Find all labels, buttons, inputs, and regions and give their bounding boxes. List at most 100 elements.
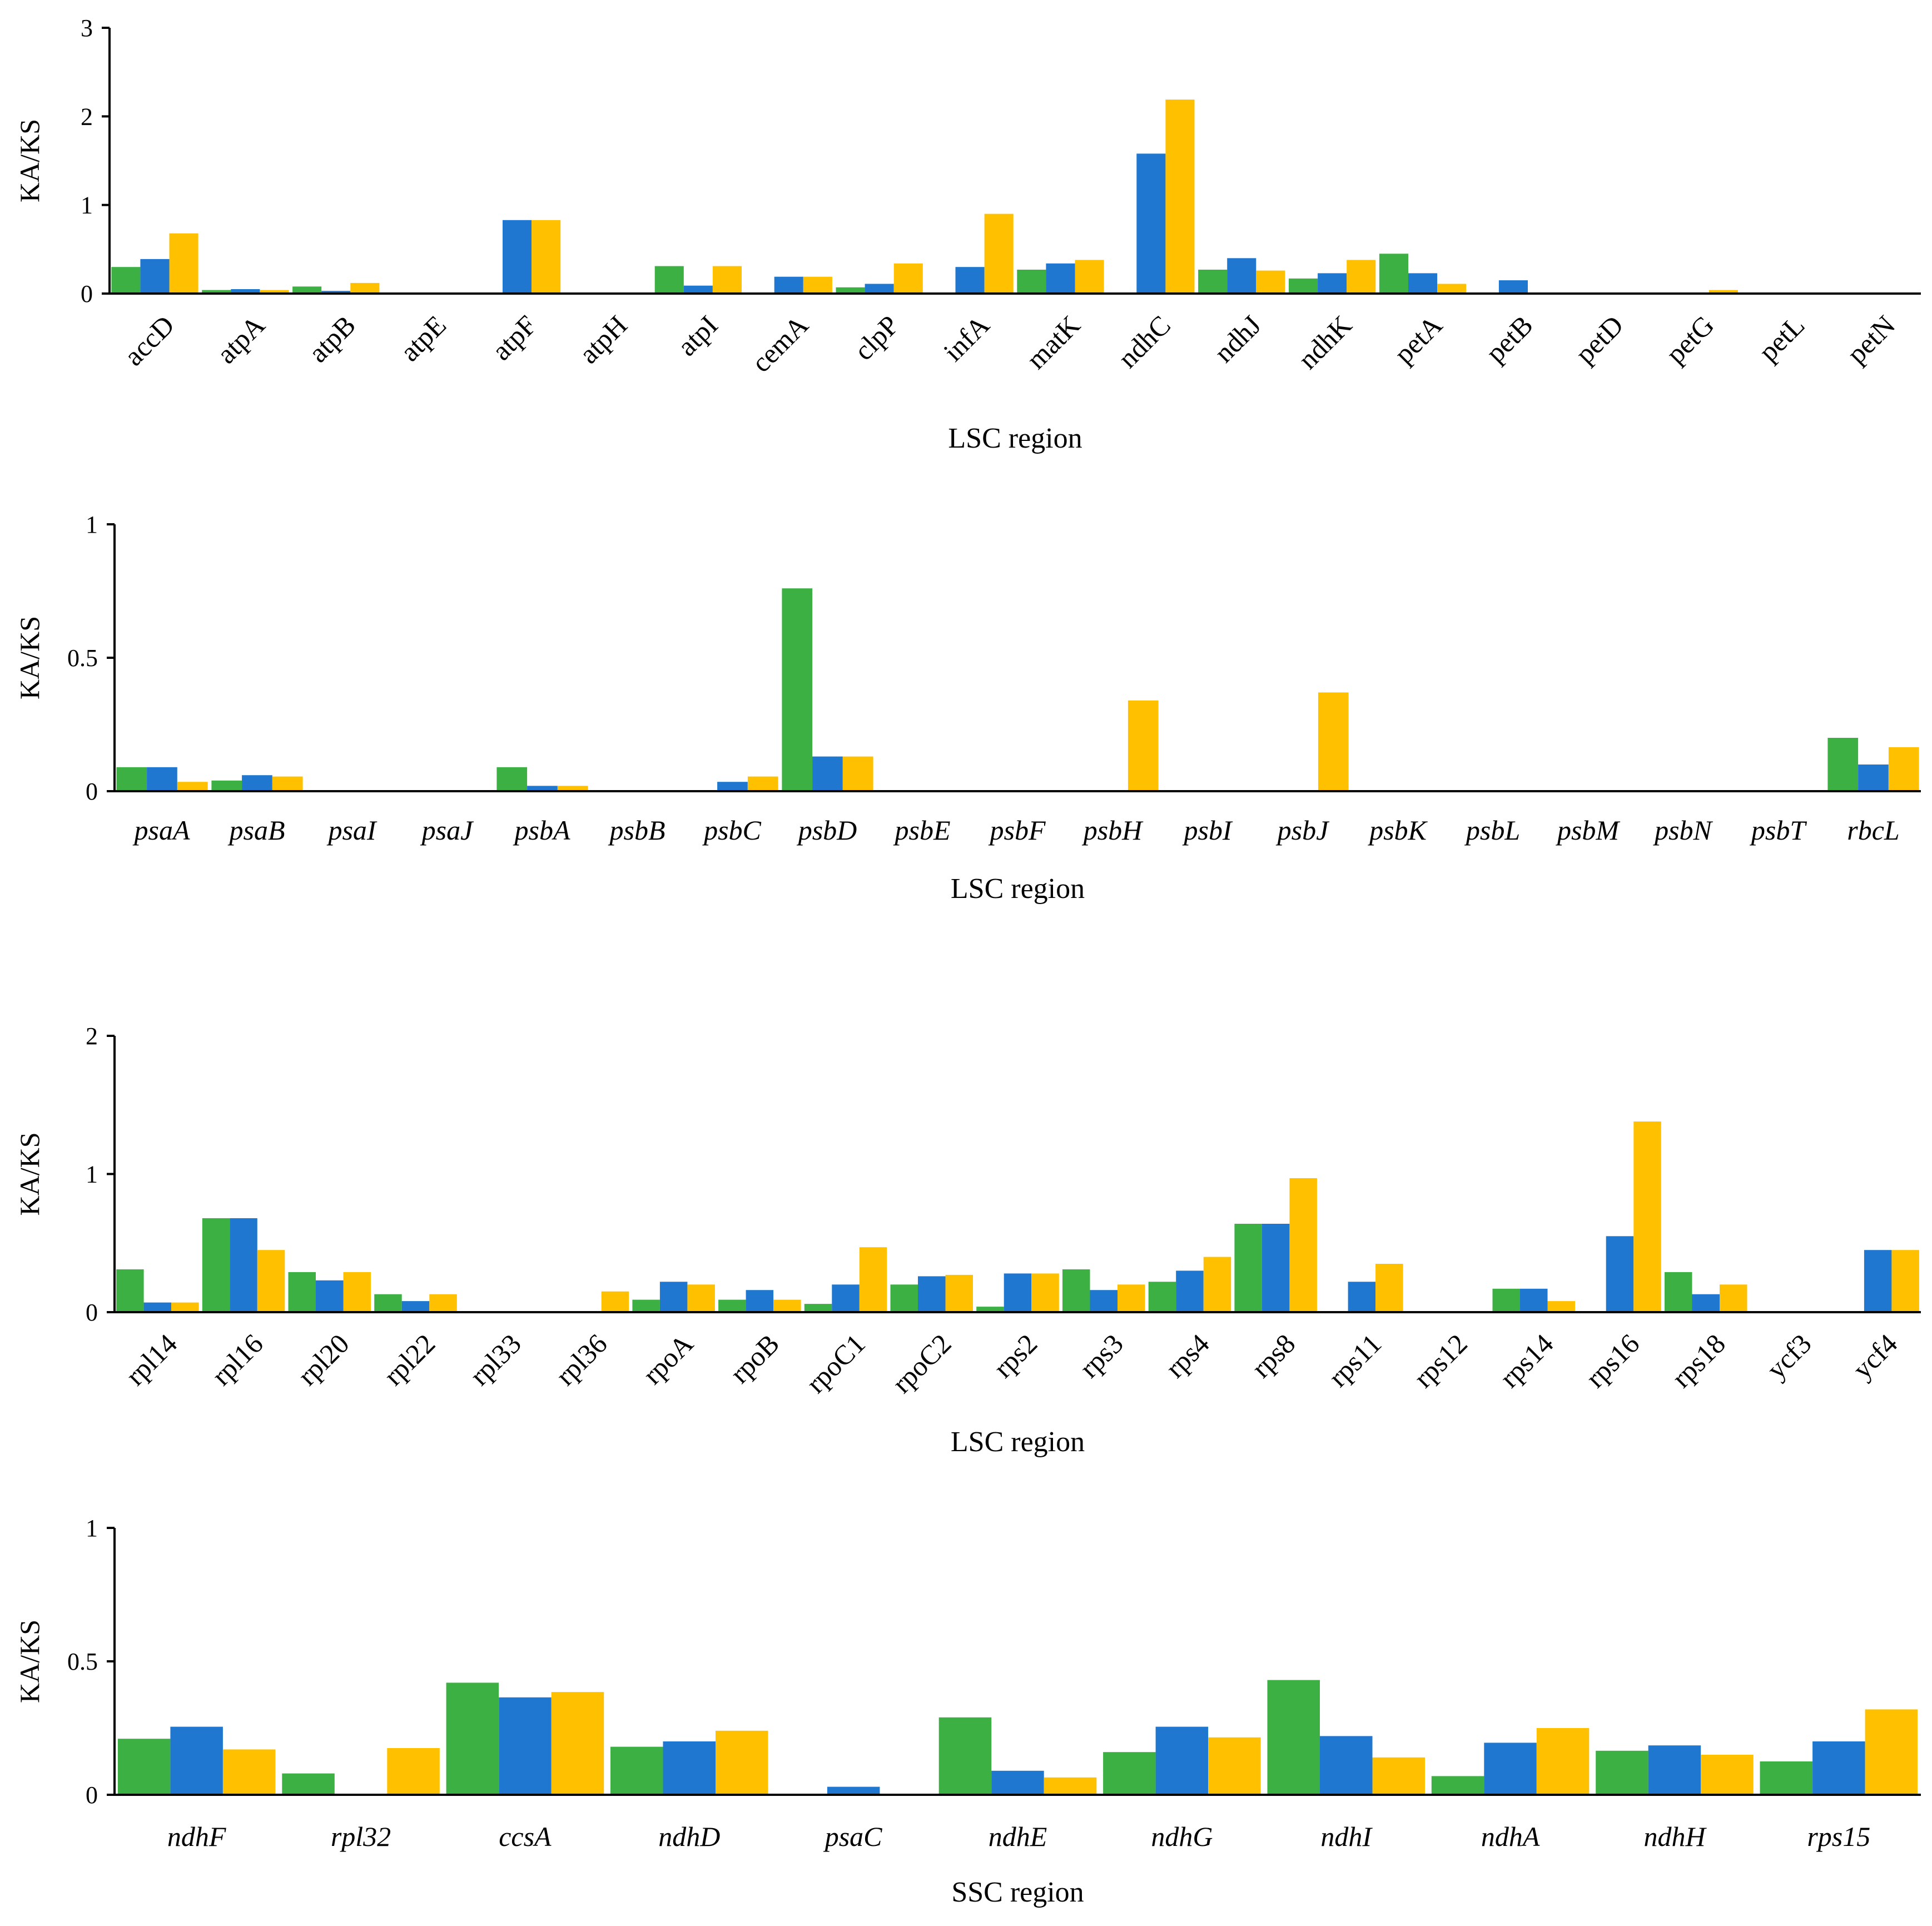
panel-4-y-tick-label-1: 1 [86, 1515, 98, 1542]
panel-4-y-tick-label-0.5: 0.5 [67, 1648, 98, 1675]
panel-1-bar-matK-s3 [1075, 260, 1104, 294]
panel-3-bar-rpl20-s2 [316, 1280, 344, 1312]
panel-1-bar-atpB-s1 [292, 286, 322, 294]
panel-4-bar-ndhH-s2 [1648, 1745, 1701, 1795]
panel-1-bar-petG-s3 [1708, 290, 1738, 294]
panel-2-category-label-psbC: psbC [702, 815, 761, 846]
panel-4-bar-ndhE-s1 [938, 1717, 992, 1795]
panel-1-y-tick-label-1: 1 [81, 192, 93, 219]
panel-1-bar-clpP-s3 [893, 263, 923, 294]
panel-3-category-label-rps4: rps4 [1159, 1328, 1215, 1383]
panel-2-category-label-psbA: psbA [513, 815, 570, 846]
panel-3-bar-rps3-s1 [1062, 1269, 1090, 1312]
panel-3-bar-rpl20-s3 [343, 1272, 371, 1312]
panel-2-category-label-psbM: psbM [1556, 815, 1620, 846]
panel-2-y-axis-title: KA/KS [14, 616, 45, 699]
panel-1-bar-atpI-s2 [683, 285, 713, 294]
panel-3-y-tick-label-2: 2 [86, 1022, 98, 1050]
panel-1-category-label-matK: matK [1020, 309, 1086, 375]
panel-1-bar-petA-s2 [1408, 273, 1438, 294]
panel-4-bar-ndhD-s2 [663, 1741, 716, 1795]
panel-1-bar-cemA-s2 [774, 276, 803, 294]
panel-4-category-label-ndhH: ndhH [1643, 1821, 1707, 1852]
panel-1-bar-ndhK-s1 [1289, 278, 1318, 294]
panel-1-y-tick-label-0: 0 [81, 280, 93, 307]
panel-3-bar-rpl14-s1 [116, 1269, 144, 1312]
panel-4-bar-ccsA-s3 [551, 1692, 604, 1795]
panel-3-category-label-rpl22: rpl22 [378, 1328, 441, 1391]
panel-4-y-axis-title: KA/KS [14, 1620, 45, 1703]
panel-1-bar-petA-s1 [1379, 254, 1408, 294]
panel-4-category-label-ccsA: ccsA [499, 1821, 552, 1852]
panel-2-category-label-psbL: psbL [1464, 815, 1520, 846]
panel-3-x-axis-title: LSC region [951, 1426, 1085, 1458]
panel-3-bar-rps4-s3 [1203, 1257, 1231, 1312]
panel-3-bar-rps4-s1 [1148, 1282, 1176, 1312]
panel-2-category-label-psaJ: psaJ [420, 815, 474, 846]
panel-4-bar-rpl32-s3 [387, 1748, 440, 1795]
panel-1-category-label-petL: petL [1752, 309, 1810, 367]
panel-3-category-label-rpl16: rpl16 [206, 1328, 269, 1391]
panel-3-bar-rpl20-s1 [288, 1272, 316, 1312]
panel-1-bar-ndhK-s3 [1347, 260, 1376, 294]
panel-3-bar-rpl22-s3 [429, 1294, 457, 1312]
panel-3-category-label-rps11: rps11 [1322, 1328, 1387, 1393]
panel-2-category-label-psbT: psbT [1750, 815, 1807, 846]
panel-2-category-label-psbN: psbN [1653, 815, 1713, 846]
panel-1-category-label-atpB: atpB [302, 309, 361, 368]
panel-3-category-label-rpoC1: rpoC1 [800, 1328, 871, 1399]
panel-4-bar-ndhA-s3 [1536, 1728, 1590, 1795]
panel-3-bar-rps8-s1 [1234, 1224, 1262, 1312]
panel-4-bar-ndhA-s1 [1431, 1776, 1484, 1795]
panel-3-category-label-ycf4: ycf4 [1846, 1328, 1903, 1384]
panel-1-y-tick-label-3: 3 [81, 14, 93, 42]
panel-3-bar-rpl14-s3 [171, 1302, 199, 1312]
panel-1-bar-atpA-s1 [202, 290, 231, 294]
panel-3-bar-rpoB-s3 [773, 1299, 801, 1312]
panel-1-bar-ndhJ-s2 [1227, 258, 1256, 294]
panel-2-y-tick-label-0: 0 [86, 778, 98, 805]
panel-3-bar-rps11-s3 [1375, 1264, 1403, 1312]
panel-2-category-label-psbK: psbK [1368, 815, 1428, 846]
panel-3-category-label-rpoA: rpoA [637, 1328, 699, 1390]
panel-3-bar-rps14-s3 [1547, 1301, 1575, 1312]
panel-4-bar-ccsA-s2 [499, 1697, 552, 1795]
panel-2-category-label-psaI: psaI [326, 815, 377, 846]
panel-2-bar-psbA-s2 [527, 786, 558, 791]
panel-1-bar-ndhJ-s1 [1198, 270, 1228, 294]
panel-1-category-label-petA: petA [1388, 309, 1448, 369]
panel-1-category-label-infA: infA [937, 309, 995, 367]
panel-1-bar-accD-s3 [169, 233, 198, 294]
panel-3-bar-rps3-s2 [1090, 1290, 1118, 1312]
panel-2-category-label-psbD: psbD [797, 815, 857, 846]
panel-3-bar-ycf4-s3 [1891, 1250, 1919, 1312]
panel-4-x-axis-title: SSC region [951, 1877, 1084, 1908]
panel-2-bar-psbC-s3 [747, 776, 778, 791]
panel-3-bar-rps18-s1 [1665, 1272, 1692, 1312]
panel-3-bar-rps8-s3 [1289, 1178, 1317, 1312]
panel-4-category-label-ndhE: ndhE [989, 1821, 1047, 1852]
panel-1-category-label-petD: petD [1569, 309, 1629, 369]
panel-4-bar-rps15-s1 [1760, 1761, 1812, 1795]
panel-3-bar-rpoC2-s1 [890, 1284, 918, 1312]
panel-2-bar-rbcL-s1 [1827, 738, 1859, 791]
panel-1-category-label-petG: petG [1660, 309, 1720, 369]
panel-2-category-label-psbF: psbF [989, 815, 1046, 846]
panel-3-category-label-rpl33: rpl33 [464, 1328, 527, 1391]
panel-1-bar-atpB-s2 [321, 291, 351, 294]
panel-3-bar-rps14-s2 [1520, 1288, 1548, 1312]
panel-3-bar-rps2-s2 [1004, 1273, 1032, 1312]
panel-1-category-label-ndhC: ndhC [1112, 309, 1176, 374]
panel-2-bar-psaA-s2 [147, 767, 177, 791]
panel-1-bar-atpI-s1 [654, 266, 684, 294]
panel-4-bar-ndhE-s2 [991, 1770, 1044, 1795]
panel-3-bar-rpl16-s3 [257, 1250, 285, 1312]
panel-1-bar-atpF-s2 [503, 220, 532, 294]
panel-4-category-label-rpl32: rpl32 [331, 1821, 391, 1852]
panel-3-bar-rps11-s2 [1348, 1282, 1376, 1312]
panel-1-bar-ndhJ-s3 [1256, 270, 1285, 294]
panel-2-bar-psaB-s1 [211, 780, 242, 791]
panel-3-bar-rps2-s1 [976, 1307, 1004, 1312]
panel-4-category-label-psaC: psaC [823, 1821, 882, 1852]
panel-1-category-label-accD: accD [118, 309, 180, 371]
